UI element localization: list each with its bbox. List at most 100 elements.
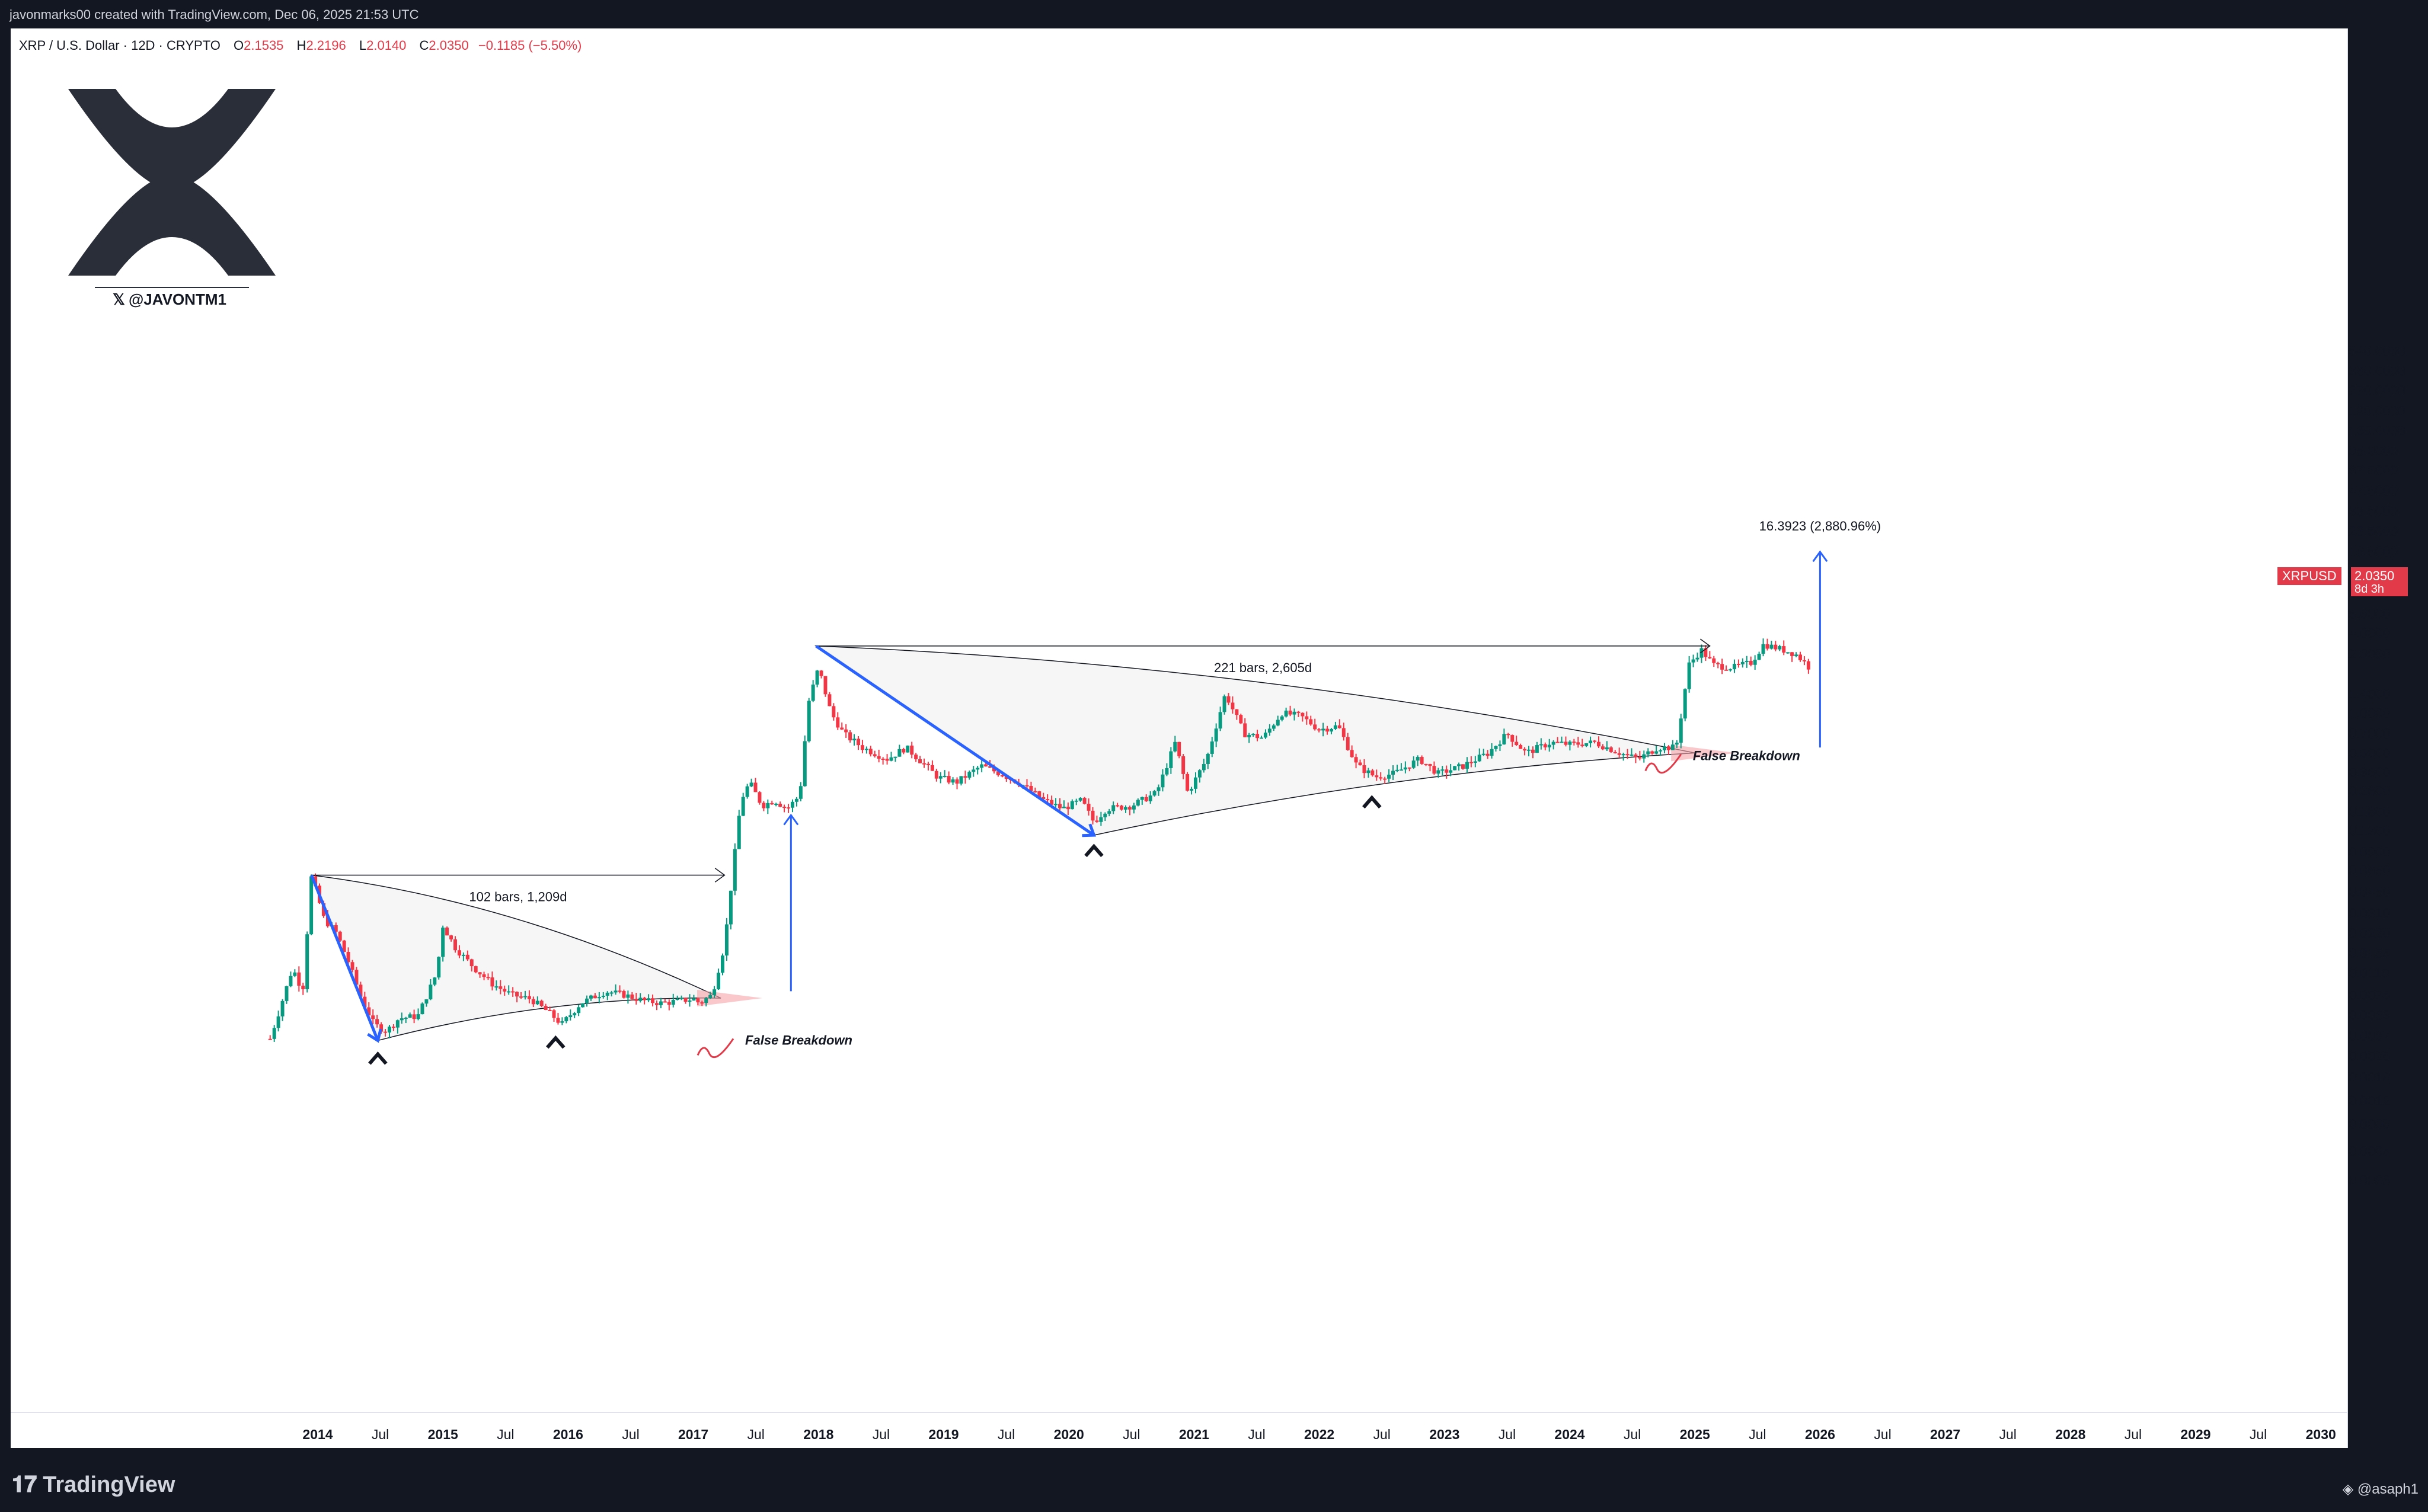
price-tick-label: 270.0000 <box>2349 383 2405 398</box>
candle-body <box>654 1003 659 1005</box>
candle-body <box>1358 762 1362 766</box>
candle-body <box>1321 728 1325 731</box>
candle-body <box>807 701 811 741</box>
candle-body <box>1354 757 1358 763</box>
candle-body <box>1078 798 1082 801</box>
candle-body <box>482 974 486 977</box>
candle-body <box>515 992 519 997</box>
candle-body <box>832 706 836 718</box>
time-tick-label: Jul <box>1874 1427 1891 1442</box>
candle-body <box>412 1014 416 1019</box>
candle-body <box>1186 773 1190 791</box>
price-tick-label: 95.0000 <box>2349 443 2398 458</box>
candle-body <box>770 803 774 805</box>
candle-body <box>774 804 778 805</box>
candle-body <box>1510 735 1515 742</box>
candle-body <box>798 786 803 799</box>
candle-body <box>897 749 902 757</box>
candle-body <box>1214 728 1218 742</box>
candle-body <box>1605 747 1609 750</box>
candle-body <box>955 779 959 784</box>
badge-symbol: XRPUSD <box>2277 567 2341 585</box>
candle-body <box>334 925 338 932</box>
candle-body <box>1193 777 1197 789</box>
candle-body <box>597 997 601 999</box>
candle-body <box>1082 798 1087 804</box>
candle-body <box>1621 754 1625 756</box>
time-tick-label: 2015 <box>428 1427 458 1442</box>
candle-body <box>1033 791 1037 792</box>
candle-body <box>1062 807 1066 808</box>
candle-body <box>1687 662 1691 689</box>
price-tick-label: 0.0008 <box>2349 1116 2390 1131</box>
candle-body <box>449 935 453 939</box>
candle-body <box>379 1024 384 1032</box>
candle-body <box>400 1018 404 1021</box>
candle-body <box>1387 774 1391 779</box>
candle-body <box>1675 743 1679 745</box>
candle-body <box>359 984 363 997</box>
legend-close: 2.0350 <box>429 38 469 53</box>
false-breakdown-2-label: False Breakdown <box>1693 749 1800 763</box>
measure-range-1-label: 102 bars, 1,209d <box>469 890 567 904</box>
candle-body <box>593 995 597 999</box>
price-tick-label: 540.0000 <box>2349 343 2405 358</box>
time-tick-label: Jul <box>1248 1427 1265 1442</box>
candle-body <box>1255 734 1260 739</box>
candle-body <box>1490 749 1494 756</box>
legend-open: 2.1535 <box>244 38 284 53</box>
time-tick-label: Jul <box>998 1427 1015 1442</box>
time-tick-label: 2027 <box>1930 1427 1960 1442</box>
candle-body <box>1309 719 1313 725</box>
candle-body <box>988 766 992 768</box>
candle-body <box>1769 644 1774 649</box>
user-tag[interactable]: ◈ @asaph1 <box>2343 1481 2419 1498</box>
price-tick-label: 67.5000 <box>2349 463 2398 478</box>
candle-body <box>1453 766 1457 771</box>
candle-body <box>1362 765 1366 773</box>
candle-body <box>1004 776 1008 779</box>
candle-body <box>1116 805 1120 807</box>
candle-body <box>1699 648 1704 658</box>
candle-body <box>708 995 713 999</box>
candle-body <box>893 756 897 758</box>
candle-body <box>1445 769 1449 773</box>
candle-body <box>1564 741 1568 745</box>
candle-body <box>1449 770 1453 773</box>
candle-body <box>663 1001 667 1003</box>
price-tick-label: 380.0000 <box>2349 363 2405 379</box>
candle-body <box>420 1003 424 1015</box>
time-tick-label: 2029 <box>2180 1427 2210 1442</box>
candle-body <box>1222 696 1226 712</box>
price-chart[interactable]: 102 bars, 1,209d 221 bars, 2,605d 16.3923 … <box>0 0 2428 1450</box>
candle-body <box>1568 741 1572 745</box>
candle-body <box>387 1027 391 1033</box>
candle-body <box>614 990 618 993</box>
legend-high-label: H <box>296 38 306 53</box>
candle-body <box>1502 734 1506 744</box>
tradingview-logo[interactable]: 𝟏𝟕 TradingView <box>12 1472 175 1498</box>
decline-arrow-1 <box>310 874 379 1041</box>
candle-body <box>289 976 293 986</box>
candle-body <box>1111 805 1116 811</box>
candle-body <box>544 1006 548 1011</box>
candle-body <box>766 803 770 808</box>
candle-body <box>811 684 815 701</box>
candle-body <box>539 1000 544 1006</box>
time-tick-label: 2022 <box>1304 1427 1334 1442</box>
candle-body <box>1066 807 1070 810</box>
price-tick-label: 0.0310 <box>2349 906 2390 921</box>
candle-body <box>1724 669 1729 671</box>
candle-body <box>1144 797 1148 801</box>
candle-body <box>1589 740 1593 743</box>
candle-body <box>1765 644 1769 649</box>
candle-body <box>354 970 359 985</box>
candle-body <box>626 994 630 998</box>
candle-body <box>778 804 782 807</box>
candle-body <box>844 729 848 733</box>
candle-body <box>1560 741 1564 743</box>
time-tick-label: Jul <box>1499 1427 1516 1442</box>
candle-body <box>643 998 647 1000</box>
candle-body <box>1305 716 1309 720</box>
candle-body <box>560 1021 564 1023</box>
